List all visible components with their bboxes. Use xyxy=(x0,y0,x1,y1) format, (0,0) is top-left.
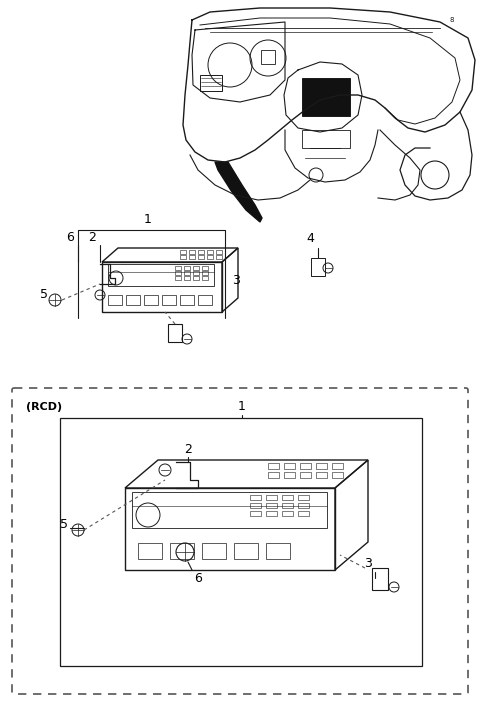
Bar xyxy=(162,295,176,305)
Bar xyxy=(202,266,208,270)
Bar xyxy=(266,511,277,516)
Bar xyxy=(302,130,350,148)
Bar xyxy=(332,472,343,478)
Text: 2: 2 xyxy=(184,443,192,456)
Text: 4: 4 xyxy=(306,232,314,245)
Bar xyxy=(202,543,226,559)
Bar xyxy=(184,271,190,275)
Bar xyxy=(266,495,277,500)
Bar xyxy=(284,463,295,469)
Bar xyxy=(316,472,327,478)
Bar xyxy=(300,472,311,478)
Bar xyxy=(216,250,222,253)
Bar xyxy=(189,255,195,258)
Bar xyxy=(300,463,311,469)
Bar xyxy=(138,543,162,559)
Text: 3: 3 xyxy=(232,273,240,287)
Bar xyxy=(284,472,295,478)
Bar xyxy=(207,255,213,258)
Text: 5: 5 xyxy=(40,288,48,300)
Bar xyxy=(311,258,325,276)
Bar xyxy=(193,276,199,280)
Text: (RCD): (RCD) xyxy=(26,402,62,412)
Bar xyxy=(261,50,275,64)
Bar xyxy=(266,543,290,559)
Polygon shape xyxy=(215,162,262,222)
Text: 5: 5 xyxy=(60,518,68,530)
Bar xyxy=(184,276,190,280)
Bar xyxy=(108,264,214,286)
Text: 1: 1 xyxy=(238,400,246,413)
Bar xyxy=(126,295,140,305)
Bar xyxy=(207,250,213,253)
Bar xyxy=(282,503,293,508)
Bar xyxy=(132,492,327,528)
Bar xyxy=(144,295,158,305)
Text: 6: 6 xyxy=(194,572,202,585)
Bar xyxy=(108,295,122,305)
Bar xyxy=(268,472,279,478)
Bar xyxy=(372,568,388,590)
Text: 8: 8 xyxy=(450,17,454,23)
Bar xyxy=(298,495,309,500)
Bar xyxy=(332,463,343,469)
Bar xyxy=(302,78,350,116)
Bar xyxy=(175,271,181,275)
Text: 3: 3 xyxy=(364,557,372,570)
Bar xyxy=(175,276,181,280)
Text: 2: 2 xyxy=(88,231,96,244)
Bar xyxy=(198,295,212,305)
Bar xyxy=(316,463,327,469)
Bar xyxy=(266,503,277,508)
Bar xyxy=(250,495,261,500)
Bar xyxy=(202,276,208,280)
Bar xyxy=(193,271,199,275)
Bar xyxy=(216,255,222,258)
Bar xyxy=(193,266,199,270)
Bar xyxy=(250,511,261,516)
Bar xyxy=(298,503,309,508)
Bar xyxy=(180,295,194,305)
Text: 1: 1 xyxy=(144,213,152,226)
Bar xyxy=(189,250,195,253)
Bar xyxy=(298,511,309,516)
Bar xyxy=(250,503,261,508)
Bar xyxy=(200,75,222,91)
Bar xyxy=(282,495,293,500)
Bar xyxy=(198,255,204,258)
Bar xyxy=(268,463,279,469)
Bar xyxy=(180,255,186,258)
Bar xyxy=(198,250,204,253)
Bar xyxy=(234,543,258,559)
Bar xyxy=(60,418,422,666)
Bar xyxy=(184,266,190,270)
Bar xyxy=(175,266,181,270)
Text: 6: 6 xyxy=(66,231,74,244)
Bar xyxy=(170,543,194,559)
Bar xyxy=(282,511,293,516)
Bar xyxy=(168,324,182,342)
Bar xyxy=(202,271,208,275)
Bar xyxy=(180,250,186,253)
